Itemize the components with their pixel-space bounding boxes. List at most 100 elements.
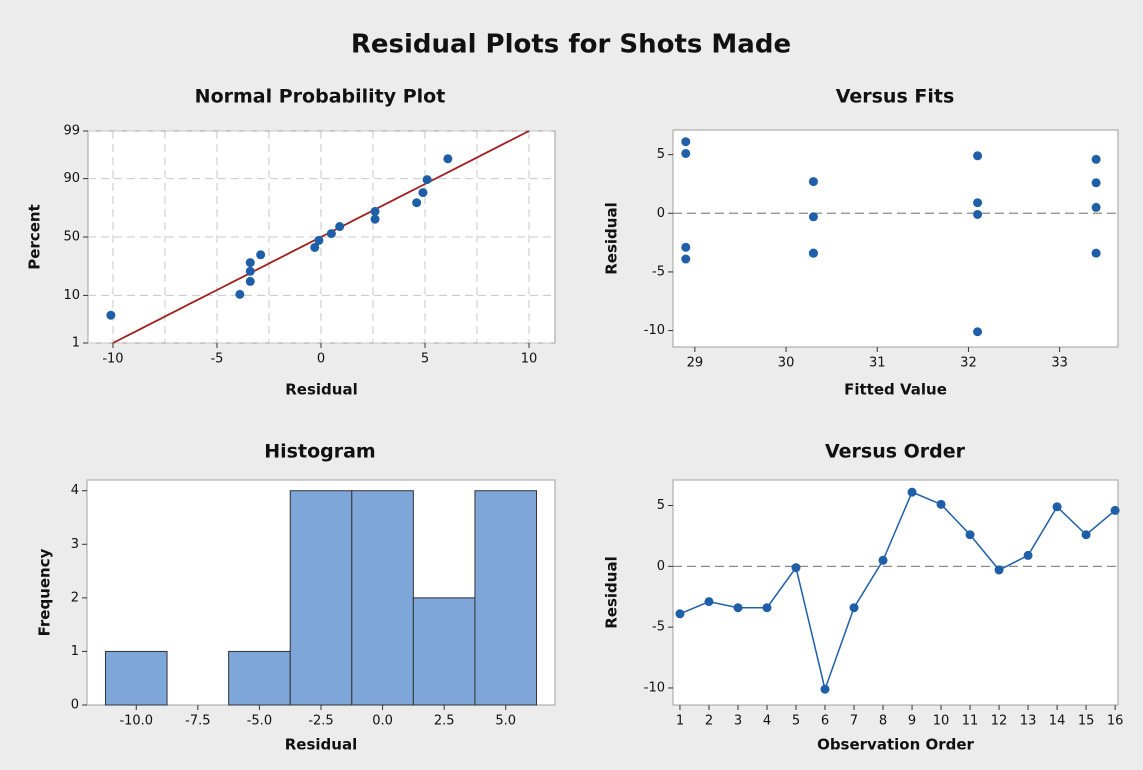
y-tick-label: -10 — [644, 323, 665, 338]
point — [973, 209, 983, 219]
plot-area — [672, 479, 1119, 706]
point — [994, 565, 1004, 575]
x-axis-label: Fitted Value — [844, 381, 947, 399]
point — [973, 151, 983, 161]
y-axis-label: Residual — [603, 556, 621, 628]
point — [973, 327, 983, 337]
point — [443, 154, 453, 164]
bar — [351, 490, 414, 706]
x-tick-label: 2.5 — [434, 714, 455, 729]
plot-area — [672, 129, 1119, 348]
point — [733, 603, 743, 613]
x-tick-label: 15 — [1078, 714, 1095, 729]
subplot-title: Versus Order — [825, 441, 966, 463]
y-tick-label: -10 — [644, 680, 665, 695]
x-tick-label: 16 — [1107, 714, 1124, 729]
x-tick-label: 9 — [908, 714, 916, 729]
bar — [474, 490, 538, 706]
point — [335, 222, 345, 232]
point — [878, 555, 888, 565]
point — [675, 609, 685, 619]
y-tick-label: -5 — [652, 620, 665, 635]
point — [326, 229, 336, 239]
y-tick-label: 4 — [71, 483, 79, 498]
x-tick-label: 4 — [763, 714, 771, 729]
x-axis-label: Residual — [285, 381, 357, 399]
x-tick-label: 8 — [879, 714, 887, 729]
x-tick-label: 32 — [960, 356, 977, 371]
subplot-title: Normal Probability Plot — [195, 86, 446, 108]
point — [106, 310, 116, 320]
point — [681, 254, 691, 264]
x-tick-label: 13 — [1020, 714, 1037, 729]
x-tick-label: -10 — [102, 352, 123, 367]
y-axis-label: Frequency — [36, 548, 54, 636]
series-line — [679, 491, 1116, 692]
x-axis-label: Observation Order — [817, 736, 974, 754]
point — [422, 175, 432, 185]
y-tick-label: 50 — [63, 230, 80, 245]
point — [235, 289, 245, 299]
x-tick-label: 12 — [991, 714, 1008, 729]
point — [681, 242, 691, 252]
point — [762, 603, 772, 613]
y-axis-label: Percent — [26, 204, 44, 269]
point — [1091, 202, 1101, 212]
y-tick-label: 5 — [657, 147, 665, 162]
point — [704, 597, 714, 607]
x-tick-label: -5 — [210, 352, 223, 367]
point — [1110, 505, 1120, 515]
point — [1091, 178, 1101, 188]
x-tick-label: 30 — [778, 356, 795, 371]
x-tick-label: 11 — [962, 714, 979, 729]
point — [245, 266, 255, 276]
x-tick-label: 29 — [687, 356, 704, 371]
x-tick-label: -2.5 — [308, 714, 333, 729]
point — [973, 198, 983, 208]
point — [314, 235, 324, 245]
y-tick-label: 1 — [71, 644, 79, 659]
point — [907, 487, 917, 497]
x-tick-label: 14 — [1049, 714, 1066, 729]
point — [370, 214, 380, 224]
bar — [228, 650, 291, 706]
point — [791, 563, 801, 573]
y-tick-label: 0 — [657, 206, 665, 221]
point — [1052, 502, 1062, 512]
point — [370, 206, 380, 216]
x-tick-label: -10.0 — [119, 714, 153, 729]
y-axis-label: Residual — [603, 202, 621, 274]
subplot-title: Histogram — [264, 441, 375, 463]
bar — [289, 490, 353, 706]
point — [1023, 550, 1033, 560]
x-tick-label: 0.0 — [372, 714, 393, 729]
y-tick-label: 2 — [71, 590, 79, 605]
x-tick-label: 2 — [705, 714, 713, 729]
point — [849, 603, 859, 613]
point — [820, 684, 830, 694]
y-tick-label: 3 — [71, 537, 79, 552]
y-tick-label: 99 — [63, 124, 80, 139]
point — [1091, 248, 1101, 258]
y-tick-label: 1 — [72, 336, 80, 351]
point — [245, 276, 255, 286]
y-tick-label: -5 — [652, 264, 665, 279]
point — [808, 248, 818, 258]
x-tick-label: 33 — [1051, 356, 1068, 371]
bar — [412, 597, 476, 706]
x-tick-label: 10 — [521, 352, 538, 367]
x-tick-label: 1 — [676, 714, 684, 729]
y-tick-label: 90 — [63, 171, 80, 186]
point — [256, 250, 266, 260]
point — [681, 148, 691, 158]
x-tick-label: 3 — [734, 714, 742, 729]
y-tick-label: 5 — [657, 498, 665, 513]
point — [965, 530, 975, 540]
x-tick-label: 5 — [792, 714, 800, 729]
bar — [104, 650, 168, 706]
point — [418, 188, 428, 198]
subplot-title: Versus Fits — [836, 86, 955, 108]
point — [808, 212, 818, 222]
y-tick-label: 0 — [657, 559, 665, 574]
